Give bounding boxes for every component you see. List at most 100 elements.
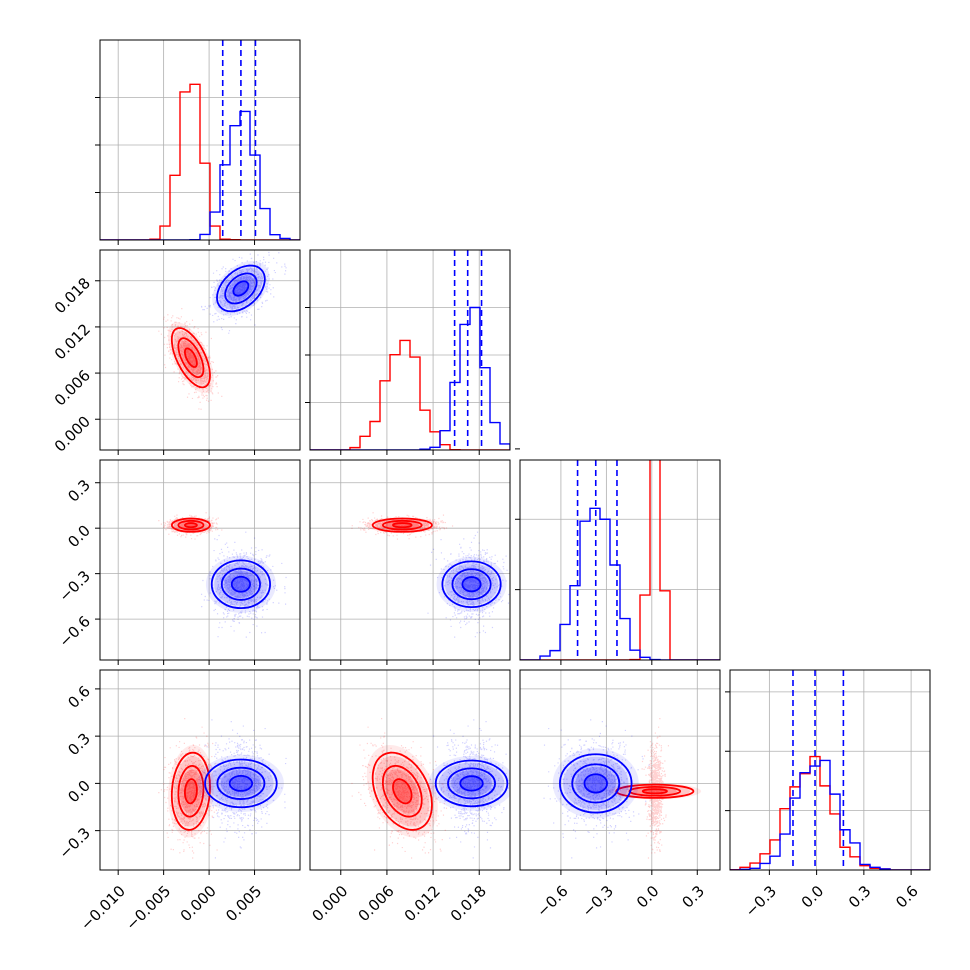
panel-content xyxy=(520,670,720,870)
contour-red xyxy=(184,778,198,805)
y-tick-label: 0.6 xyxy=(64,682,94,712)
contour-red xyxy=(392,778,413,805)
density-fill-red xyxy=(185,349,197,367)
contour-red xyxy=(184,522,198,529)
density-fill-blue xyxy=(436,556,507,612)
histogram-red xyxy=(100,83,300,240)
scatter-blue xyxy=(427,531,510,638)
x-tick-label: −0.005 xyxy=(122,882,174,934)
panel-3-2: −0.6 −0.3 0.0 0.3 xyxy=(519,669,721,921)
contour-red xyxy=(641,788,668,795)
panel-2-1 xyxy=(309,459,511,665)
x-tick-label: 0.000 xyxy=(308,882,351,925)
contour-red xyxy=(381,519,423,531)
y-tick-label: 0.3 xyxy=(64,476,94,506)
contour-blue xyxy=(583,773,608,794)
density-fill-red xyxy=(393,780,411,803)
density-fill-blue xyxy=(463,577,480,591)
y-tick-label: 0.012 xyxy=(51,320,94,363)
density-fill-blue xyxy=(219,267,263,310)
scatter-blue xyxy=(200,531,287,638)
density-fill-red xyxy=(168,744,214,838)
contour-blue xyxy=(434,759,509,808)
density-fill-red xyxy=(393,523,411,528)
y-tick-label: 0.000 xyxy=(51,413,94,456)
density-fill-red xyxy=(168,517,214,534)
x-tick-label: −0.010 xyxy=(77,882,129,934)
scatter-red xyxy=(351,512,454,540)
contour-blue xyxy=(451,568,492,601)
density-fill-blue xyxy=(454,571,489,598)
density-fill-red xyxy=(185,780,197,803)
x-tick-label: −0.3 xyxy=(579,882,617,920)
x-tick-label: 0.3 xyxy=(678,882,708,912)
contour-red xyxy=(170,327,211,389)
density-fill-red xyxy=(366,744,438,838)
x-tick-label: 0.3 xyxy=(845,882,875,912)
contour-blue xyxy=(216,264,266,313)
density-fill-red xyxy=(632,787,677,796)
y-tick-label: 0.006 xyxy=(51,366,94,409)
density-fill-blue xyxy=(552,748,639,819)
contour-blue xyxy=(216,766,266,800)
contour-red xyxy=(184,347,198,368)
axes-frame xyxy=(99,249,301,451)
y-tick-label: 0.018 xyxy=(51,274,94,317)
density-fill-red xyxy=(385,769,420,814)
contour-blue xyxy=(204,758,278,809)
contour-blue xyxy=(230,575,251,593)
axes-frame xyxy=(99,459,301,661)
density-fill-blue xyxy=(585,775,606,792)
contour-red xyxy=(381,765,423,818)
x-tick-label: 0.0 xyxy=(798,882,828,912)
contour-red xyxy=(170,517,211,533)
scatter-blue xyxy=(543,719,650,859)
contour-red xyxy=(371,751,433,831)
histogram-blue xyxy=(310,306,510,450)
histogram-blue xyxy=(100,110,300,240)
axes-frame xyxy=(519,459,721,661)
x-tick-label: −0.3 xyxy=(742,882,780,920)
panel-0-0 xyxy=(95,39,301,245)
density-fill-red xyxy=(179,769,202,814)
scatter-red xyxy=(351,717,454,859)
panel-2-0: −0.6 −0.3 0.0 0.3 xyxy=(56,459,301,665)
density-fill-blue xyxy=(220,769,262,798)
scatter-blue xyxy=(427,719,510,859)
panel-content xyxy=(100,460,300,660)
axes-frame xyxy=(729,669,931,871)
panel-content xyxy=(100,670,300,870)
density-fill-blue xyxy=(232,577,250,592)
density-fill-blue xyxy=(575,766,617,801)
x-tick-label: −0.6 xyxy=(533,882,571,920)
density-fill-blue xyxy=(224,570,258,598)
contour-blue xyxy=(571,763,621,804)
density-fill-red xyxy=(366,517,438,534)
panel-content xyxy=(310,670,510,870)
x-tick-label: 0.018 xyxy=(447,882,490,925)
x-tick-label: 0.006 xyxy=(355,882,398,925)
y-tick-label: −0.6 xyxy=(56,612,94,650)
contour-blue xyxy=(220,567,261,601)
x-tick-label: 0.0 xyxy=(633,882,663,912)
contour-blue xyxy=(459,775,484,792)
scatter-red xyxy=(158,717,223,859)
contour-blue xyxy=(210,559,271,610)
y-tick-label: 0.0 xyxy=(64,777,94,807)
contour-red xyxy=(392,522,413,529)
contour-blue xyxy=(559,753,633,814)
y-tick-label: 0.0 xyxy=(64,521,94,551)
histogram-blue xyxy=(730,759,930,870)
contour-blue xyxy=(461,576,482,593)
panel-3-1: 0.000 0.006 0.012 0.018 xyxy=(308,669,511,925)
x-tick-label: 0.005 xyxy=(222,882,265,925)
y-tick-label: 0.3 xyxy=(64,729,94,759)
contour-red xyxy=(177,519,205,531)
panel-2-2 xyxy=(515,448,721,665)
contour-blue xyxy=(224,272,258,305)
panel-content xyxy=(730,670,930,870)
contour-red xyxy=(177,765,205,818)
contour-red xyxy=(371,517,433,533)
panel-content xyxy=(310,460,510,660)
